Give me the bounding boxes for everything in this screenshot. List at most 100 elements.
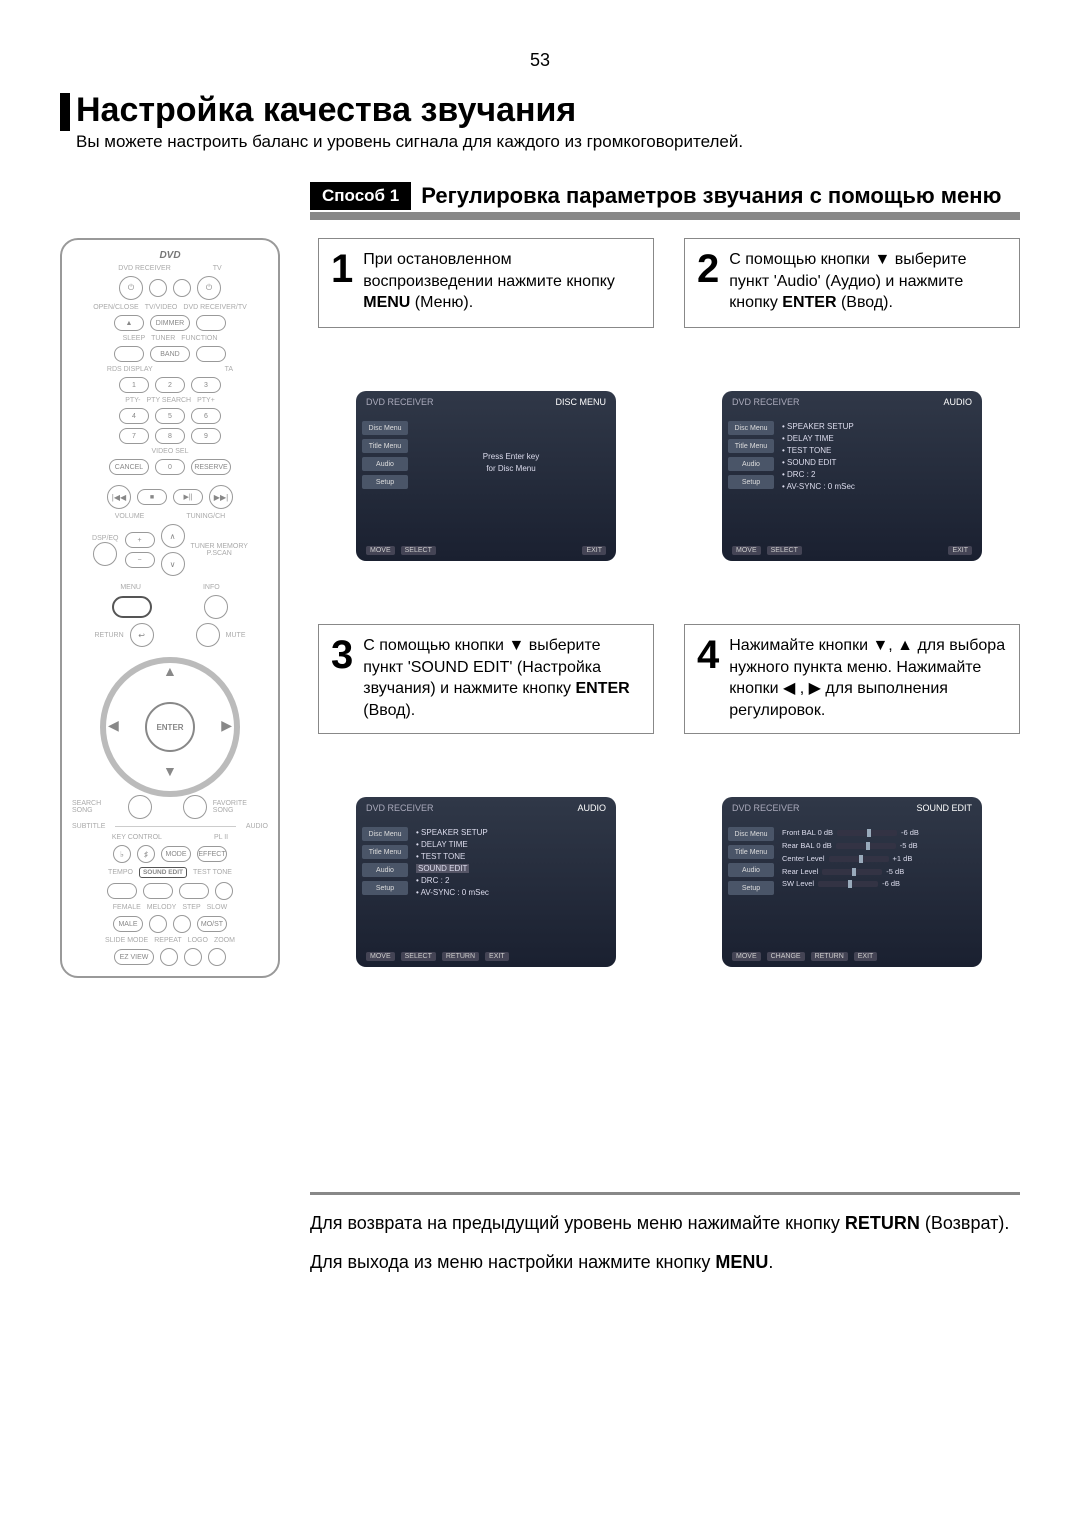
band-button[interactable]: BAND: [150, 346, 190, 362]
slider-label: Front BAL 0 dB: [782, 828, 833, 837]
screen-1-cell: DVD RECEIVER DISC MENU Disc Menu Title M…: [318, 346, 654, 606]
effect-button[interactable]: EFFECT: [197, 846, 227, 862]
screen-footer: MOVE SELECT EXIT: [732, 546, 972, 555]
volume-up-button[interactable]: +: [125, 532, 155, 548]
step-button[interactable]: [173, 915, 191, 933]
title-row: Настройка качества звучания Вы можете на…: [60, 91, 1020, 152]
power-tv-button[interactable]: ⏻: [197, 276, 221, 300]
page-subtitle: Вы можете настроить баланс и уровень сиг…: [76, 132, 743, 152]
screen-tabs: Disc Menu Title Menu Audio Setup: [728, 421, 774, 489]
enter-button[interactable]: ENTER: [145, 702, 195, 752]
left-arrow-icon[interactable]: ◀: [108, 717, 119, 734]
ezview-button[interactable]: EZ VIEW: [114, 949, 154, 965]
right-arrow-icon[interactable]: ▶: [221, 717, 232, 734]
dvdrec-tv-button[interactable]: [196, 315, 226, 331]
tempo-up-button[interactable]: [143, 883, 173, 899]
remote-label: TA: [225, 366, 233, 373]
slider-value: -6 dB: [901, 828, 919, 837]
slider-label: Center Level: [782, 854, 825, 863]
remote-label: FEMALE: [113, 904, 141, 911]
reserve-button[interactable]: RESERVE: [191, 459, 231, 475]
text: (Возврат).: [920, 1213, 1010, 1233]
dspeq-button[interactable]: [93, 542, 117, 566]
steps-grid: 1 При остановленном воспроизведении нажм…: [318, 238, 1020, 1012]
footer-item: SELECT: [401, 546, 436, 555]
num-8-button[interactable]: 8: [155, 428, 185, 444]
text: При остановленном воспроизведении нажмит…: [363, 251, 615, 290]
melody-button[interactable]: [149, 915, 167, 933]
sound-edit-button[interactable]: [179, 883, 209, 899]
num-9-button[interactable]: 9: [191, 428, 221, 444]
key-b-button[interactable]: ♭: [113, 845, 131, 863]
remote-label: VIDEO SEL: [152, 448, 189, 455]
num-7-button[interactable]: 7: [119, 428, 149, 444]
menu-item: • AV-SYNC : 0 mSec: [416, 887, 606, 899]
slider-value: -5 dB: [900, 841, 918, 850]
num-2-button[interactable]: 2: [155, 377, 185, 393]
eject-button[interactable]: ▲: [114, 315, 144, 331]
favorite-song-button[interactable]: [183, 795, 206, 819]
title-accent-bar: [60, 93, 70, 131]
menu-item: • DELAY TIME: [782, 433, 972, 445]
remote-label: FAVORITE SONG: [213, 800, 268, 814]
remote-label: TUNER: [151, 335, 175, 342]
key-sharp-button[interactable]: ♯: [137, 845, 155, 863]
exit-button[interactable]: [196, 623, 220, 647]
num-0-button[interactable]: 0: [155, 459, 185, 475]
screen-title-left: DVD RECEIVER: [732, 397, 800, 407]
function-button[interactable]: [196, 346, 226, 362]
remote-label: SLOW: [207, 904, 228, 911]
num-6-button[interactable]: 6: [191, 408, 221, 424]
screen-title-left: DVD RECEIVER: [732, 803, 800, 813]
tuning-up-button[interactable]: ∧: [161, 524, 185, 548]
method-label: Способ 1: [310, 182, 411, 210]
page-number: 53: [60, 50, 1020, 71]
text-bold: RETURN: [845, 1213, 920, 1233]
prev-button[interactable]: |◀◀: [107, 485, 131, 509]
repeat-button[interactable]: [160, 948, 178, 966]
method-title: Регулировка параметров звучания с помощь…: [421, 183, 1001, 209]
num-3-button[interactable]: 3: [191, 377, 221, 393]
page-title: Настройка качества звучания: [76, 91, 743, 130]
num-1-button[interactable]: 1: [119, 377, 149, 393]
num-4-button[interactable]: 4: [119, 408, 149, 424]
footer-item: EXIT: [854, 952, 878, 961]
cancel-button[interactable]: CANCEL: [109, 459, 149, 475]
screen-tab: Audio: [362, 457, 408, 471]
tempo-down-button[interactable]: [107, 883, 137, 899]
return-button[interactable]: ↩: [130, 623, 154, 647]
up-arrow-icon[interactable]: ▲: [163, 663, 177, 679]
logo-button[interactable]: [184, 948, 202, 966]
remote-label: INFO: [203, 584, 220, 591]
screen-3-cell: DVD RECEIVER AUDIO Disc Menu Title Menu …: [318, 752, 654, 1012]
tuning-down-button[interactable]: ∨: [161, 552, 185, 576]
method-header: Способ 1 Регулировка параметров звучания…: [310, 182, 1020, 210]
power-dvd-button[interactable]: ⏻: [119, 276, 143, 300]
male-button[interactable]: MALE: [113, 916, 143, 932]
text: (Ввод).: [363, 702, 415, 719]
menu-button[interactable]: [112, 596, 152, 618]
dimmer-button[interactable]: DIMMER: [150, 315, 190, 331]
search-song-button[interactable]: [128, 795, 151, 819]
volume-down-button[interactable]: −: [125, 552, 155, 568]
remote-label: PTY+: [197, 397, 215, 404]
num-5-button[interactable]: 5: [155, 408, 185, 424]
zoom-button[interactable]: [208, 948, 226, 966]
screen-tabs: Disc Menu Title Menu Audio Setup: [362, 827, 408, 895]
remote-label: PL II: [214, 834, 228, 841]
footer-item: RETURN: [811, 952, 848, 961]
step-text: При остановленном воспроизведении нажмит…: [363, 249, 641, 315]
text-bold: ENTER: [782, 294, 836, 311]
info-button[interactable]: [204, 595, 228, 619]
stop-button[interactable]: ■: [137, 489, 167, 505]
sleep-button[interactable]: [114, 346, 144, 362]
remote-label: TUNER MEMORY: [191, 543, 248, 550]
most-button[interactable]: MO/ST: [197, 916, 227, 932]
next-button[interactable]: ▶▶|: [209, 485, 233, 509]
dpad: ENTER ▲ ▼ ◀ ▶: [100, 657, 240, 785]
slider-label: Rear BAL 0 dB: [782, 841, 832, 850]
mode-button[interactable]: MODE: [161, 846, 191, 862]
test-tone-button[interactable]: [215, 882, 233, 900]
down-arrow-icon[interactable]: ▼: [163, 763, 177, 779]
play-pause-button[interactable]: ▶||: [173, 489, 203, 505]
